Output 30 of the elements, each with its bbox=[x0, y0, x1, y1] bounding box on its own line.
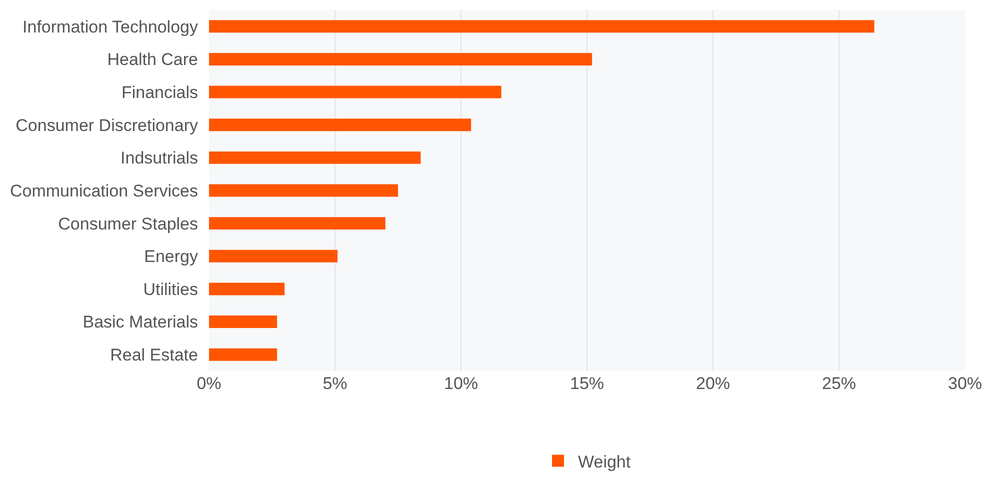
x-tick-label: 15% bbox=[570, 374, 604, 393]
y-tick-label: Basic Materials bbox=[82, 312, 198, 332]
y-tick-label: Information Technology bbox=[22, 17, 198, 36]
y-tick-label: Communication Services bbox=[10, 181, 198, 200]
y-tick-label: Utilities bbox=[143, 280, 198, 299]
bar bbox=[209, 184, 398, 197]
y-tick-label: Consumer Discretionary bbox=[16, 116, 198, 135]
bar bbox=[209, 217, 386, 230]
x-tick-label: 25% bbox=[822, 374, 856, 393]
y-tick-label: Energy bbox=[144, 247, 198, 266]
x-tick-label: 20% bbox=[696, 374, 730, 393]
y-tick-label: Indsutrials bbox=[120, 148, 198, 168]
legend-label: Weight bbox=[578, 452, 631, 472]
bar bbox=[209, 151, 421, 164]
bar bbox=[209, 282, 285, 296]
bar bbox=[209, 348, 278, 361]
bar bbox=[209, 316, 278, 328]
y-tick-label: Consumer Staples bbox=[58, 214, 198, 234]
x-tick-label: 10% bbox=[444, 374, 478, 393]
x-tick-label: 0% bbox=[196, 374, 222, 393]
y-tick-label: Real Estate bbox=[110, 346, 198, 365]
y-tick-label: Financials bbox=[121, 83, 198, 102]
x-tick-label: 5% bbox=[322, 374, 348, 393]
y-tick-label: Health Care bbox=[107, 50, 198, 70]
x-tick-label: 30% bbox=[948, 374, 982, 393]
bar bbox=[209, 250, 338, 262]
bar bbox=[209, 118, 472, 132]
bar bbox=[209, 52, 592, 66]
bar bbox=[209, 86, 502, 98]
bar bbox=[209, 20, 874, 33]
